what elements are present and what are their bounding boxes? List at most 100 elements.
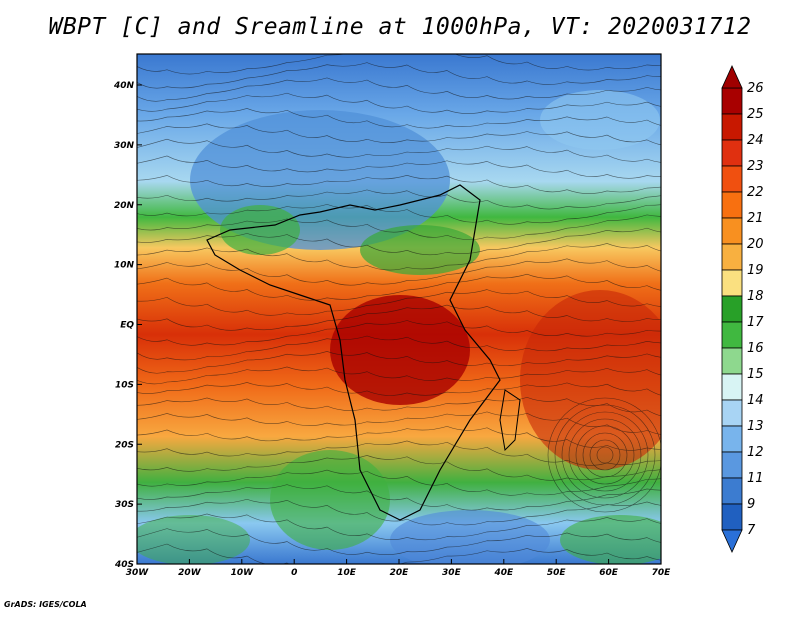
colorbar-swatch <box>721 243 743 271</box>
colorbar-label: 26 <box>747 81 764 96</box>
streamline <box>137 543 661 564</box>
x-tick-label: 30W <box>126 568 150 578</box>
y-tick-label: 40N <box>113 81 135 91</box>
x-tick-label: 60E <box>599 568 619 578</box>
colorbar-bottom-arrow <box>721 529 743 553</box>
streamline <box>137 77 661 102</box>
streamline-vortex <box>596 446 614 464</box>
colorbar-label: 18 <box>747 289 764 304</box>
y-tick-label: 20N <box>114 201 135 211</box>
y-tick-label: EQ <box>120 321 134 331</box>
africa-coastline <box>206 184 501 521</box>
x-tick-label: 70E <box>652 568 672 578</box>
x-tick-label: 20E <box>390 568 410 578</box>
streamline <box>137 498 661 526</box>
colorbar-swatch <box>721 321 743 349</box>
y-tick-label: 30S <box>115 500 134 510</box>
streamline <box>137 54 661 75</box>
streamline <box>137 528 661 556</box>
streamline <box>137 366 661 385</box>
streamline <box>137 273 661 301</box>
colorbar-swatch <box>721 191 743 219</box>
streamline-vortex <box>575 425 635 485</box>
colorbar-label: 24 <box>747 133 764 148</box>
streamline <box>137 243 661 271</box>
y-tick-label: 10N <box>114 261 135 271</box>
streamline <box>137 469 661 496</box>
x-axis: 30W 20W 10W 0 10E 20E 30E 40E 50E 60E 70E <box>126 559 671 578</box>
colorbar-swatch <box>721 113 743 141</box>
cool-region-south <box>390 510 550 564</box>
streamline <box>137 189 661 210</box>
colorbar-label: 20 <box>747 237 764 252</box>
x-tick-label: 0 <box>291 568 297 578</box>
y-tick-label: 20S <box>115 440 134 450</box>
colorbar-label: 9 <box>747 497 755 512</box>
madagascar-coastline <box>499 389 521 452</box>
hot-region-indian-ocean <box>520 290 661 470</box>
colorbar-label: 23 <box>747 159 764 174</box>
chart-title: WBPT [C] and Sreamline at 1000hPa, VT: 2… <box>48 14 752 40</box>
credit-text: GrADS: IGES/COLA <box>4 600 87 609</box>
moist-region-far-southwest <box>137 515 250 564</box>
streamline-vortex <box>582 432 628 478</box>
colorbar-swatch <box>721 165 743 193</box>
colorbar-swatch <box>721 477 743 505</box>
y-tick-label: 30N <box>114 141 135 151</box>
hot-region-central-africa <box>330 295 470 405</box>
moist-region-sahel <box>360 225 480 275</box>
streamline-vortex <box>554 404 656 506</box>
map-plot <box>137 54 661 564</box>
x-tick-label: 10E <box>337 568 357 578</box>
streamline <box>137 92 661 114</box>
colorbar-label: 25 <box>747 107 764 122</box>
colorbar-label: 21 <box>747 211 764 226</box>
streamline-vortex <box>589 439 621 471</box>
y-tick-label: 40S <box>114 560 134 570</box>
streamline <box>137 138 661 163</box>
streamline <box>137 174 661 194</box>
streamline <box>137 351 661 374</box>
streamline <box>137 227 661 256</box>
streamline-vortex <box>568 418 642 492</box>
colorbar-label: 12 <box>747 445 764 460</box>
streamline <box>137 440 661 466</box>
colorbar-swatch <box>721 451 743 479</box>
streamline <box>137 426 661 451</box>
moist-region-southeast <box>560 515 661 564</box>
streamline <box>137 155 661 179</box>
streamline <box>137 513 661 541</box>
colorbar-swatch <box>721 347 743 375</box>
streamline <box>137 455 661 481</box>
streamline <box>137 320 661 346</box>
colorbar-swatch <box>721 503 743 531</box>
colorbar-label: 19 <box>747 263 764 278</box>
colorbar-label: 17 <box>747 315 764 330</box>
colorbar-label: 22 <box>747 185 764 200</box>
y-axis: 40N 30N 20N 10N EQ 10S 20S 30S 40S <box>113 81 142 570</box>
moist-region-west <box>220 205 300 255</box>
colorbar-swatch <box>721 399 743 427</box>
streamline <box>137 382 661 396</box>
colorbar-top-arrow <box>721 65 743 89</box>
colorbar-swatch <box>721 269 743 297</box>
streamline <box>137 214 661 240</box>
colorbar-label: 13 <box>747 419 764 434</box>
x-tick-label: 30E <box>442 568 462 578</box>
streamline <box>137 204 661 225</box>
streamline <box>137 484 661 511</box>
x-tick-label: 50E <box>547 568 567 578</box>
colorbar-label: 14 <box>747 393 764 408</box>
streamline <box>137 123 661 146</box>
colorbar-label: 15 <box>747 367 764 382</box>
streamlines <box>137 54 661 564</box>
colorbar-swatch <box>721 87 743 115</box>
colorbar-label: 16 <box>747 341 764 356</box>
streamline <box>137 411 661 435</box>
streamline <box>137 335 661 361</box>
colorbar-swatch <box>721 373 743 401</box>
colorbar: 26 25 24 23 22 21 20 19 18 17 16 15 14 13 12 11 9 7 <box>721 65 764 553</box>
colorbar-swatch <box>721 217 743 245</box>
colorbar-swatch <box>721 139 743 167</box>
